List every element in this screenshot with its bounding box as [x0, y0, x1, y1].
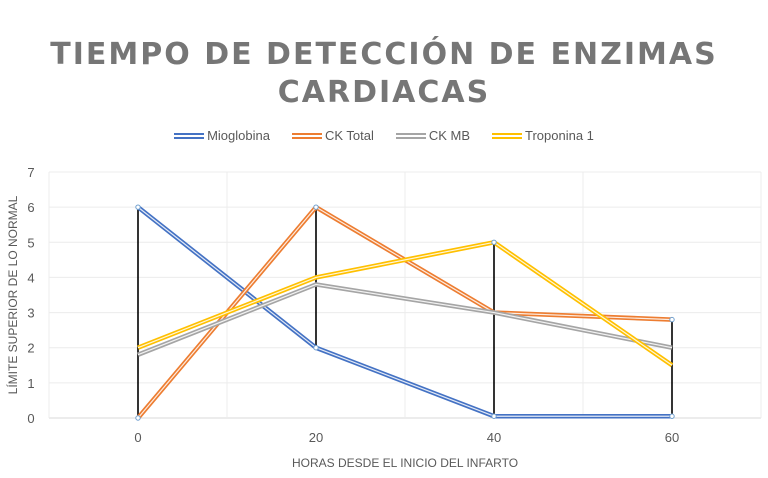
- x-tick-label: 20: [309, 430, 323, 445]
- y-tick-label: 2: [27, 341, 34, 356]
- legend-item-mioglobina: Mioglobina: [174, 128, 270, 143]
- x-axis-title: HORAS DESDE EL INICIO DEL INFARTO: [292, 456, 518, 470]
- y-tick-label: 7: [27, 165, 34, 180]
- legend-label-ck-total: CK Total: [324, 128, 374, 143]
- series-line-inner-troponina-1: [137, 241, 673, 366]
- x-tick-label: 40: [487, 430, 501, 445]
- data-point-marker: [491, 239, 497, 245]
- data-point-marker: [135, 204, 141, 210]
- series-line-inner-ck-mb: [137, 283, 673, 356]
- x-tick-label: 0: [134, 430, 141, 445]
- data-point-marker: [313, 204, 319, 210]
- data-point-marker: [491, 413, 497, 419]
- legend-label-mioglobina: Mioglobina: [207, 128, 270, 143]
- data-point-marker: [313, 345, 319, 351]
- y-tick-label: 0: [27, 411, 34, 426]
- series-lines: [136, 204, 674, 420]
- legend-swatch-troponina: [492, 132, 523, 139]
- chart-title: TIEMPO DE DETECCIÓN DE ENZIMAS CARDIACAS: [0, 36, 768, 112]
- y-axis-title: LÍMITE SUPERIOR DE LO NORMAL: [5, 195, 20, 394]
- data-point-marker: [669, 413, 675, 419]
- y-tick-label: 5: [27, 235, 34, 250]
- y-tick-label: 3: [27, 306, 34, 321]
- chart-title-line-2: CARDIACAS: [277, 75, 491, 110]
- legend-swatch-mioglobina: [174, 132, 205, 139]
- legend-item-ck-total: CK Total: [291, 128, 374, 143]
- y-tick-label: 1: [27, 376, 34, 391]
- legend-label-ck-mb: CK MB: [428, 128, 471, 143]
- x-tick-label: 60: [665, 430, 679, 445]
- y-tick-label: 4: [27, 270, 34, 285]
- legend-item-ck-mb: CK MB: [395, 128, 471, 143]
- legend-item-troponina: Troponina 1: [492, 128, 594, 143]
- chart-title-line-1: TIEMPO DE DETECCIÓN DE ENZIMAS: [50, 37, 718, 72]
- data-point-marker: [135, 415, 141, 421]
- data-point-marker: [669, 316, 675, 323]
- legend: Mioglobina CK Total CK MB Troponina 1: [0, 128, 768, 143]
- tick-labels: 0 1 2 3 4 5 6 7 0 20 40 60: [27, 165, 679, 445]
- legend-swatch-ck-mb: [395, 132, 426, 139]
- series-line-inner-mioglobina: [137, 206, 672, 417]
- legend-swatch-ck-total: [291, 132, 322, 139]
- series-markers: [135, 204, 675, 421]
- y-tick-label: 6: [27, 200, 34, 215]
- legend-label-troponina: Troponina 1: [525, 128, 594, 143]
